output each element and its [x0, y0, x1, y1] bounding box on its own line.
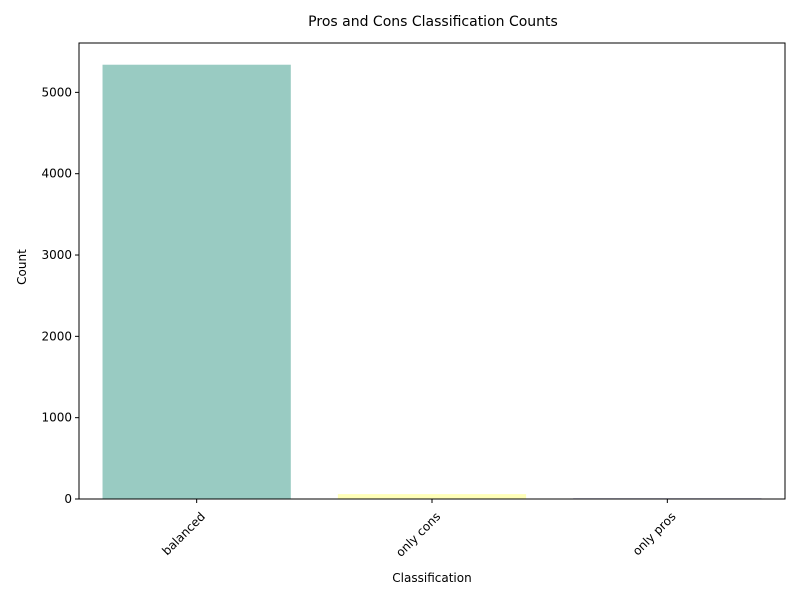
y-tick-label: 3000	[41, 248, 72, 262]
bar-balanced	[102, 64, 291, 499]
y-tick-label: 0	[64, 492, 72, 506]
x-tick-label: balanced	[159, 509, 208, 558]
y-tick-label: 1000	[41, 411, 72, 425]
x-axis-label: Classification	[392, 571, 471, 585]
x-tick-label: only cons	[393, 509, 443, 559]
x-tick-label: only pros	[630, 509, 679, 558]
y-tick-label: 5000	[41, 85, 72, 99]
chart-title: Pros and Cons Classification Counts	[308, 14, 558, 30]
x-axis: balanced only cons only pros	[159, 499, 679, 560]
y-tick-label: 4000	[41, 167, 72, 181]
y-axis-label: Count	[15, 249, 29, 285]
plot-area	[78, 42, 786, 500]
y-tick-label: 2000	[41, 329, 72, 343]
bar-only-cons	[337, 494, 527, 499]
y-axis: 0 1000 2000 3000 4000 5000	[41, 85, 79, 506]
